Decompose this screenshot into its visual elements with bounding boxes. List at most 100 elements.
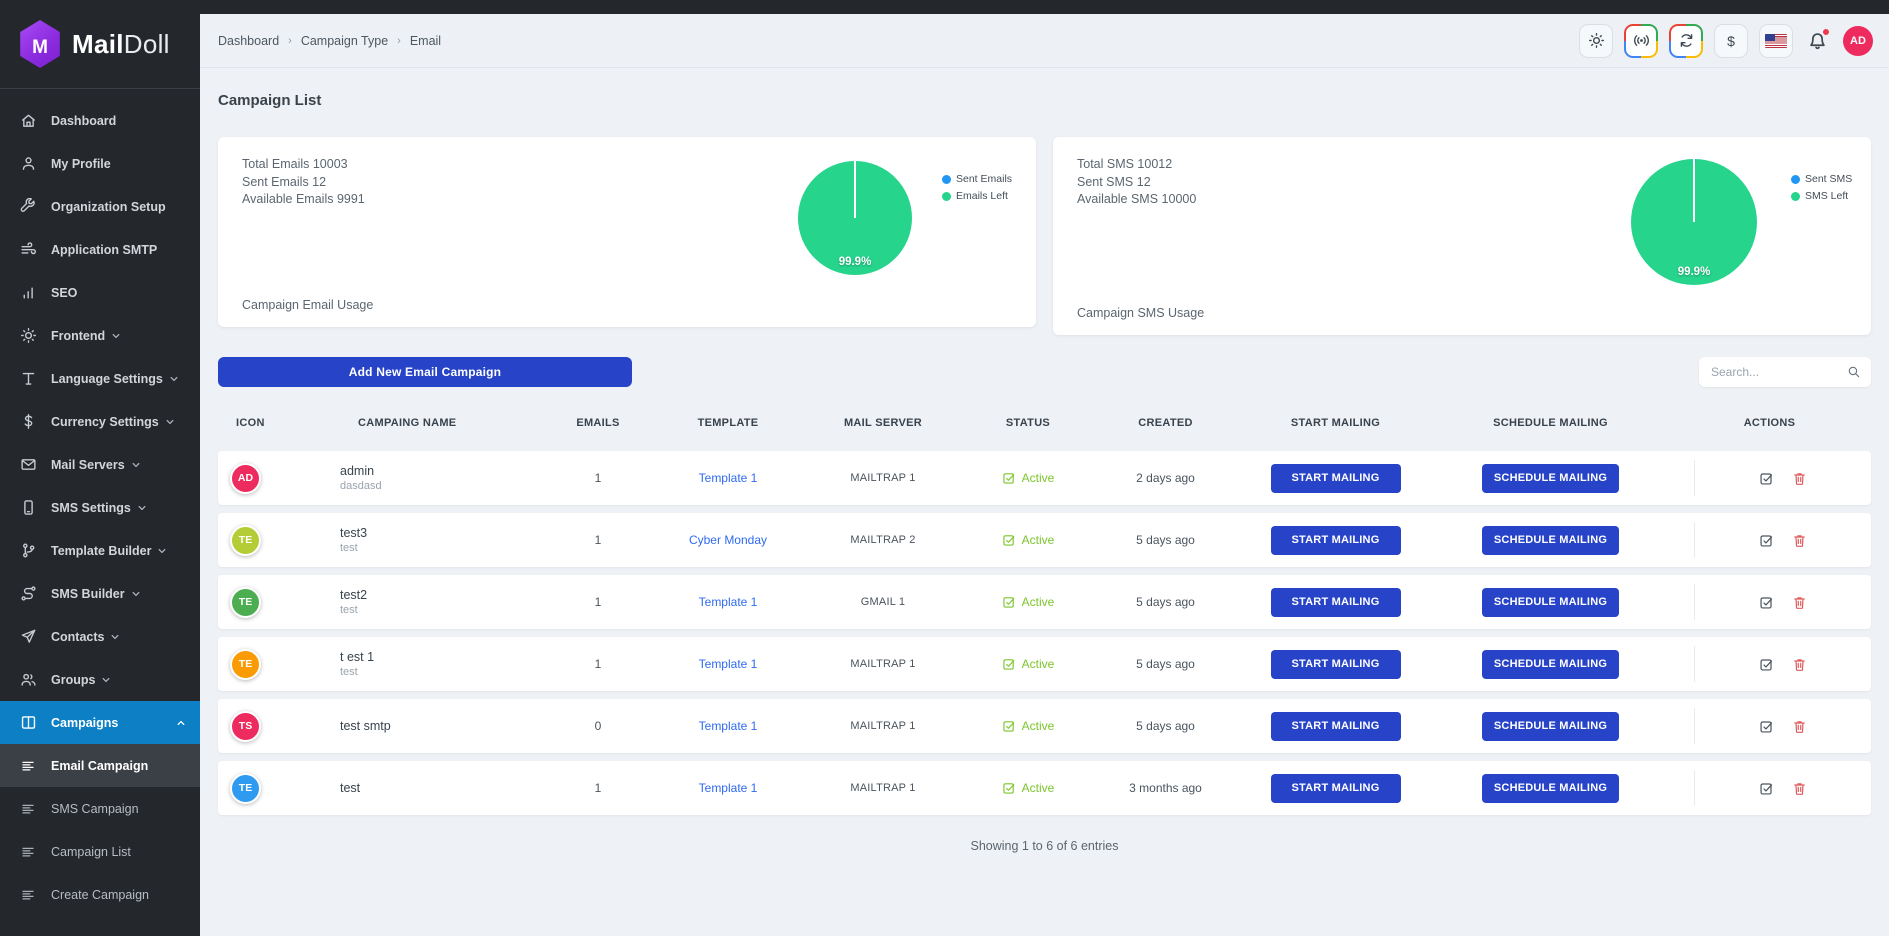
start-mailing-button[interactable]: START MAILING [1270,773,1401,803]
schedule-mailing-button[interactable]: SCHEDULE MAILING [1481,773,1620,803]
actions-cell [1694,460,1871,496]
sidebar-item-my-profile[interactable]: My Profile [0,142,200,185]
sidebar-item-frontend[interactable]: Frontend [0,314,200,357]
sms-builder-icon [20,585,37,602]
edit-icon[interactable] [1759,533,1774,548]
menu-lines-icon [20,887,36,903]
broadcast-icon [1633,32,1650,49]
sidebar-item-dashboard[interactable]: Dashboard [0,99,200,142]
emails-count: 1 [594,533,602,547]
sync-button[interactable] [1669,23,1703,58]
schedule-mailing-button[interactable]: SCHEDULE MAILING [1481,463,1620,493]
seo-icon [20,284,37,301]
template-link[interactable]: Template 1 [698,781,758,795]
table-toolbar: Add New Email Campaign [218,357,1871,387]
template-link[interactable]: Template 1 [698,471,758,485]
trash-icon[interactable] [1792,471,1807,486]
sidebar-item-label: SEO [51,285,78,300]
start-mailing-button[interactable]: START MAILING [1270,463,1401,493]
organization-setup-icon [20,198,37,215]
sidebar-item-language-settings[interactable]: Language Settings [0,357,200,400]
sidebar-item-sms-builder[interactable]: SMS Builder [0,572,200,615]
campaign-subtitle: dasdasd [340,480,382,492]
language-button[interactable] [1759,23,1793,58]
brand-name: MailDoll [72,28,170,59]
add-new-email-campaign-button[interactable]: Add New Email Campaign [218,357,632,387]
template-link[interactable]: Template 1 [698,719,758,733]
legend-dot [942,174,951,184]
sidebar-item-sms-settings[interactable]: SMS Settings [0,486,200,529]
search-icon[interactable] [1847,365,1861,379]
total-emails-stat: Total Emails 10003 [242,157,348,171]
campaign-name: test [340,781,361,795]
sidebar-item-label: My Profile [51,156,111,171]
template-link[interactable]: Cyber Monday [688,533,768,547]
sync-icon [1678,32,1695,49]
sidebar-subitem-create-campaign[interactable]: Create Campaign [0,873,200,916]
status-cell: Active [963,533,1093,547]
schedule-mailing-button[interactable]: SCHEDULE MAILING [1481,711,1620,741]
sidebar-item-label: Campaigns [51,715,119,730]
legend-item: SMS Left [1791,190,1852,202]
topbar-actions: $ AD [1579,23,1873,58]
start-mailing-button[interactable]: START MAILING [1270,649,1401,679]
template-link[interactable]: Template 1 [698,657,758,671]
email-usage-legend: Sent Emails Emails Left [942,173,1012,207]
campaign-name-cell: test2 test [328,588,543,616]
trash-icon[interactable] [1792,533,1807,548]
edit-icon[interactable] [1759,471,1774,486]
sidebar-item-seo[interactable]: SEO [0,271,200,314]
created-date: 5 days ago [1136,719,1195,733]
edit-icon[interactable] [1759,595,1774,610]
start-mailing-button[interactable]: START MAILING [1270,587,1401,617]
menu-lines-icon [20,758,36,774]
campaign-avatar: AD [230,462,261,494]
sidebar-item-currency-settings[interactable]: Currency Settings [0,400,200,443]
sidebar-subitem-label: Create Campaign [51,887,149,902]
brand-logo[interactable]: M MailDoll [0,0,200,89]
sms-usage-percent-label: 99.9% [1677,266,1711,278]
sidebar-subitem-campaign-list[interactable]: Campaign List [0,830,200,873]
sidebar-item-contacts[interactable]: Contacts [0,615,200,658]
legend-item: Emails Left [942,190,1012,202]
schedule-mailing-button[interactable]: SCHEDULE MAILING [1481,587,1620,617]
edit-icon[interactable] [1759,781,1774,796]
broadcast-button[interactable] [1624,23,1658,58]
edit-icon[interactable] [1759,719,1774,734]
breadcrumb-dashboard[interactable]: Dashboard [218,33,280,48]
available-emails-stat: Available Emails 9991 [242,192,365,206]
sidebar-item-mail-servers[interactable]: Mail Servers [0,443,200,486]
status-label: Active [1021,595,1055,609]
campaign-name: test smtp [340,719,391,733]
start-mailing-button[interactable]: START MAILING [1270,525,1401,555]
header-emails: EMAILS [576,417,620,429]
table-row: TE test3 test 1 Cyber Monday MAILTRAP 2 … [218,513,1871,567]
trash-icon[interactable] [1792,657,1807,672]
sidebar-item-template-builder[interactable]: Template Builder [0,529,200,572]
schedule-mailing-button[interactable]: SCHEDULE MAILING [1481,525,1620,555]
trash-icon[interactable] [1792,781,1807,796]
notifications-button[interactable] [1807,28,1830,51]
currency-button[interactable]: $ [1714,23,1748,58]
sidebar-item-organization-setup[interactable]: Organization Setup [0,185,200,228]
search-input[interactable] [1709,364,1847,380]
edit-icon[interactable] [1759,657,1774,672]
sms-usage-card-title: Campaign SMS Usage [1077,306,1205,320]
schedule-mailing-button[interactable]: SCHEDULE MAILING [1481,649,1620,679]
sidebar-subitem-sms-campaign[interactable]: SMS Campaign [0,787,200,830]
campaign-name: test2 [340,588,368,602]
start-mailing-button[interactable]: START MAILING [1270,711,1401,741]
trash-icon[interactable] [1792,595,1807,610]
sidebar-item-campaigns[interactable]: Campaigns [0,701,200,744]
sidebar-subitem-email-campaign[interactable]: Email Campaign [0,744,200,787]
user-avatar[interactable]: AD [1843,25,1873,56]
sun-icon [1588,32,1605,49]
sidebar-item-groups[interactable]: Groups [0,658,200,701]
template-link[interactable]: Template 1 [698,595,758,609]
trash-icon[interactable] [1792,719,1807,734]
sidebar-item-application-smtp[interactable]: Application SMTP [0,228,200,271]
campaign-subtitle: test [340,604,358,616]
created-date: 5 days ago [1136,533,1195,547]
breadcrumb-campaign-type[interactable]: Campaign Type [300,33,389,48]
theme-toggle-button[interactable] [1579,23,1613,58]
